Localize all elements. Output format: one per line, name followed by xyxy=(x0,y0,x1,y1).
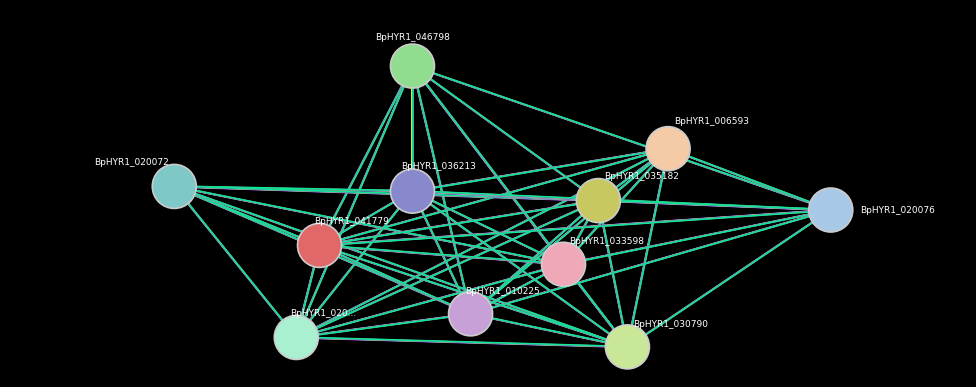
Text: BpHYR1_020072: BpHYR1_020072 xyxy=(94,158,169,166)
Ellipse shape xyxy=(298,223,342,267)
Ellipse shape xyxy=(390,169,434,213)
Text: BpHYR1_036213: BpHYR1_036213 xyxy=(401,162,475,171)
Ellipse shape xyxy=(390,44,434,88)
Text: BpHYR1_035182: BpHYR1_035182 xyxy=(604,172,679,181)
Text: BpHYR1_006593: BpHYR1_006593 xyxy=(673,117,749,126)
Text: BpHYR1_030790: BpHYR1_030790 xyxy=(633,320,709,329)
Text: BpHYR1_041779: BpHYR1_041779 xyxy=(313,217,388,226)
Text: BpHYR1_046798: BpHYR1_046798 xyxy=(375,33,450,41)
Ellipse shape xyxy=(605,325,649,369)
Ellipse shape xyxy=(577,178,621,223)
Text: BpHYR1_020...: BpHYR1_020... xyxy=(291,308,356,318)
Text: BpHYR1_010225: BpHYR1_010225 xyxy=(465,287,540,296)
Ellipse shape xyxy=(542,242,586,286)
Text: BpHYR1_020076: BpHYR1_020076 xyxy=(860,205,935,214)
Text: BpHYR1_033598: BpHYR1_033598 xyxy=(569,237,644,247)
Ellipse shape xyxy=(646,127,690,171)
Ellipse shape xyxy=(449,292,493,336)
Ellipse shape xyxy=(809,188,853,232)
Ellipse shape xyxy=(274,315,318,360)
Ellipse shape xyxy=(152,164,196,209)
